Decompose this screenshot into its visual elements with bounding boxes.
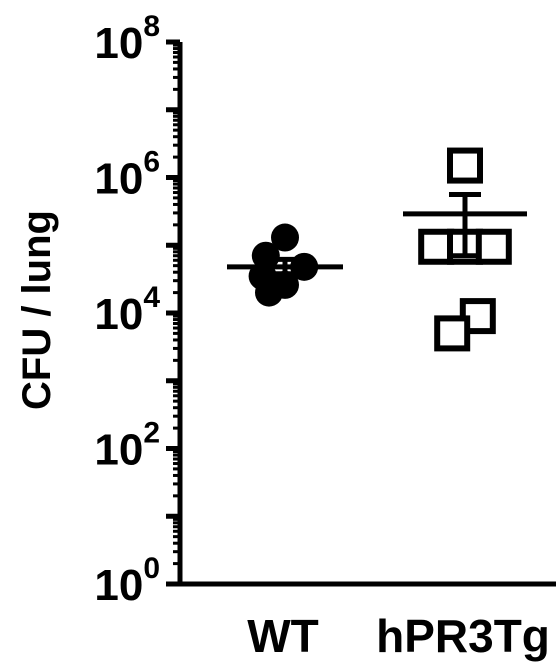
data-point xyxy=(447,147,483,184)
x-category-label: hPR3Tg xyxy=(376,610,550,662)
y-tick-base: 10 xyxy=(94,155,143,204)
data-point xyxy=(418,228,455,265)
x-category-label: WT xyxy=(247,610,319,662)
y-tick-label: 106 xyxy=(94,146,160,204)
y-tick-label: 100 xyxy=(94,552,160,610)
y-axis-label: CFU / lung xyxy=(15,210,59,410)
y-tick-exponent: 0 xyxy=(143,552,160,585)
y-tick-label: 108 xyxy=(94,10,160,68)
y-tick-exponent: 8 xyxy=(143,10,160,43)
y-tick-base: 10 xyxy=(94,19,143,68)
y-tick-label: 104 xyxy=(94,281,160,339)
y-tick-base: 10 xyxy=(94,426,143,475)
y-tick-exponent: 4 xyxy=(143,281,160,314)
data-marks xyxy=(227,147,527,352)
y-tick-label: 102 xyxy=(94,417,160,475)
data-point xyxy=(255,278,283,307)
y-tick-base: 10 xyxy=(94,561,143,610)
y-tick-exponent: 2 xyxy=(143,417,160,450)
x-category-labels: WT hPR3Tg xyxy=(247,610,550,662)
data-point xyxy=(475,228,512,265)
y-tick-base: 10 xyxy=(94,290,143,339)
y-tick-exponent: 6 xyxy=(143,146,160,179)
data-point xyxy=(271,223,299,252)
data-point xyxy=(434,315,471,352)
